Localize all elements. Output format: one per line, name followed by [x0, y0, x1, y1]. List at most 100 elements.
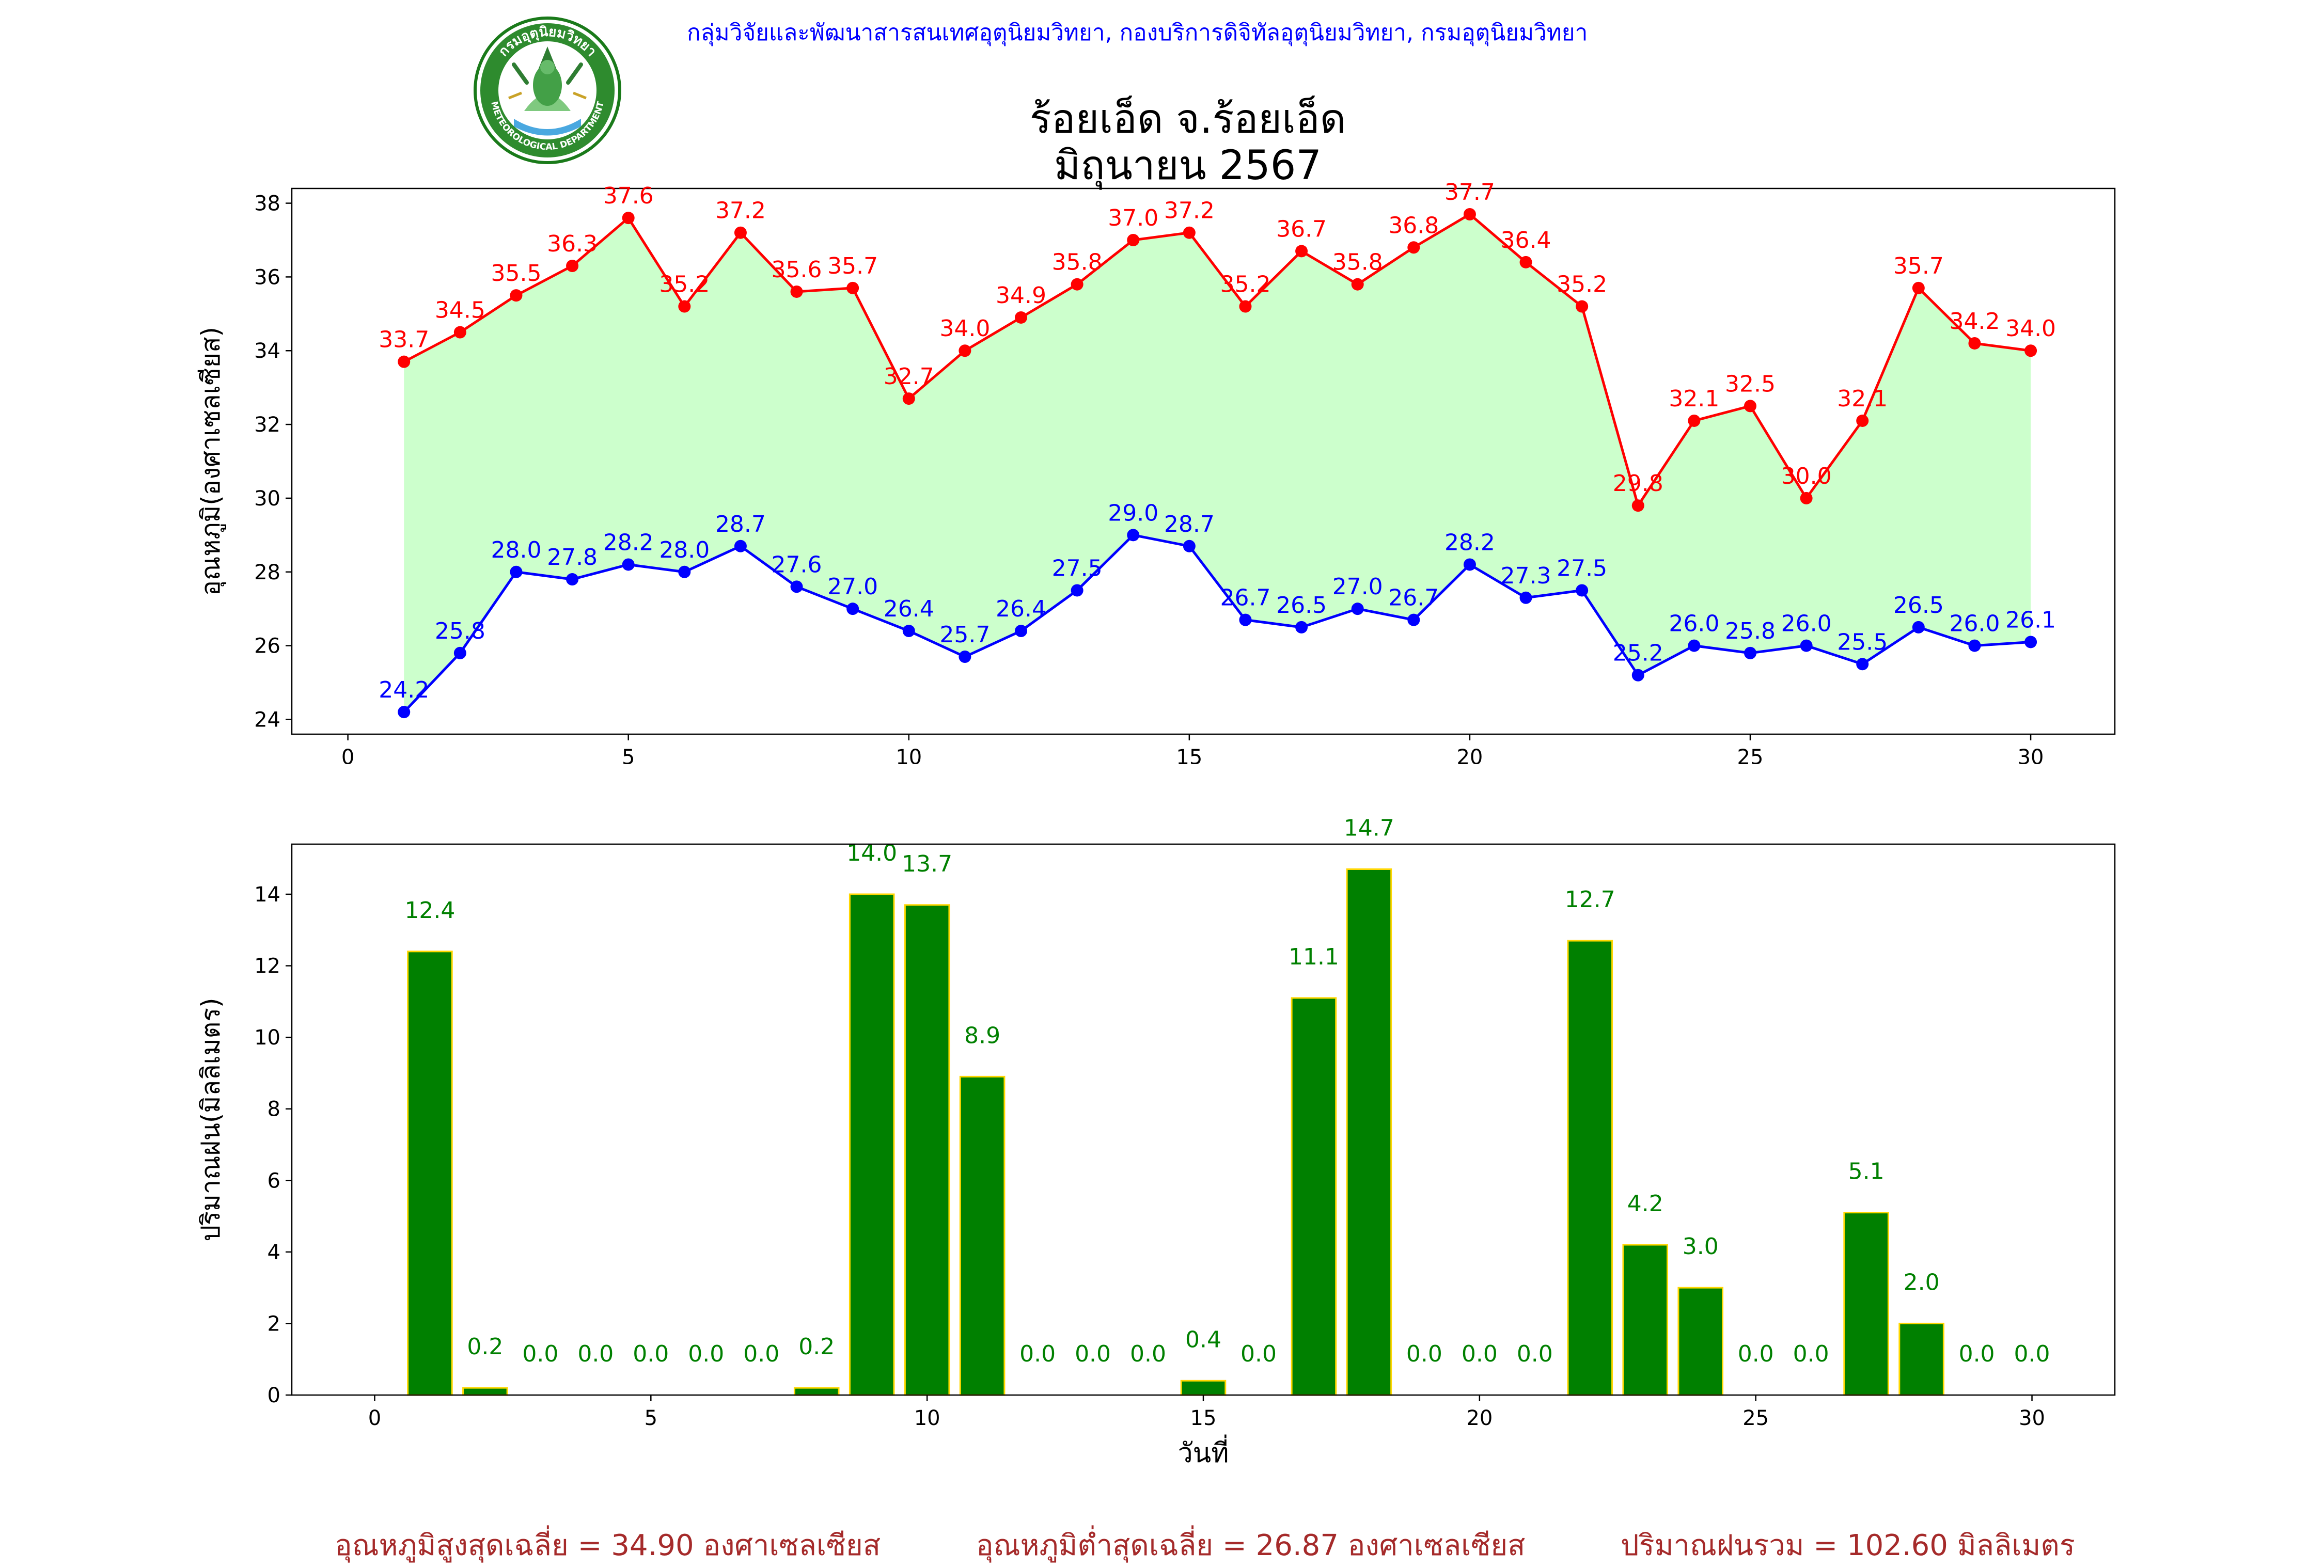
y-tick-label: 24 [254, 708, 280, 732]
rain-bar-label: 2.0 [1904, 1269, 1940, 1295]
max-temperature-point [790, 285, 803, 298]
min-temperature-label: 26.4 [884, 596, 934, 622]
y-axis-label: ปริมาณฝน(มิลลิเมตร) [196, 997, 226, 1241]
min-temperature-label: 26.7 [1388, 585, 1439, 611]
max-temperature-label: 32.7 [884, 363, 934, 390]
max-temperature-label: 35.7 [827, 253, 878, 279]
min-temperature-point [1800, 639, 1813, 652]
min-temperature-label: 27.5 [1052, 555, 1103, 581]
min-temperature-label: 26.7 [1220, 585, 1270, 611]
max-temperature-point [678, 300, 691, 313]
rain-bar-label: 0.0 [1462, 1341, 1498, 1367]
y-tick-label: 12 [254, 955, 280, 978]
max-temperature-point [453, 326, 466, 339]
axes-frame [291, 187, 2116, 735]
rain-bar-label: 0.0 [1738, 1341, 1774, 1367]
rain-bar-label: 0.0 [522, 1341, 558, 1367]
chart-title-month: มิถุนายน 2567 [1054, 142, 1322, 189]
x-tick-label: 15 [1176, 746, 1202, 764]
max-temperature-label: 36.3 [547, 231, 598, 257]
min-temperature-point [1968, 639, 1981, 652]
min-temperature-label: 26.0 [1949, 611, 2000, 637]
rain-bar-label: 0.0 [577, 1341, 614, 1367]
rain-bar-label: 0.0 [1793, 1341, 1829, 1367]
min-temperature-label: 26.5 [1276, 592, 1327, 619]
max-temperature-point [1295, 245, 1308, 258]
min-temperature-point [622, 558, 635, 571]
rain-bar [1622, 1244, 1669, 1396]
max-temperature-point [1800, 492, 1813, 504]
min-temperature-label: 26.4 [996, 596, 1046, 622]
min-temperature-point [1576, 584, 1589, 597]
x-tick-label: 0 [368, 1406, 381, 1430]
max-temperature-point [1856, 414, 1869, 427]
max-temperature-label: 34.9 [996, 282, 1046, 309]
max-temperature-line [403, 212, 2031, 509]
x-tick-label: 30 [2019, 1406, 2045, 1430]
max-temperature-label: 37.2 [715, 198, 766, 224]
min-temperature-label: 27.0 [827, 574, 878, 600]
min-temperature-point [1295, 621, 1308, 633]
min-temperature-point [1463, 558, 1476, 571]
y-tick-label: 2 [268, 1312, 280, 1336]
max-temperature-point [398, 355, 411, 368]
x-tick-label: 30 [2018, 746, 2044, 764]
rain-bar-label: 0.0 [1959, 1341, 1995, 1367]
min-temperature-label: 25.2 [1613, 640, 1663, 667]
max-temperature-point [1183, 226, 1196, 239]
rain-bar-label: 0.0 [688, 1341, 724, 1367]
max-temperature-point [959, 344, 971, 357]
axes-frame [291, 843, 2116, 1396]
y-tick-label: 10 [254, 1026, 280, 1050]
min-temperature-point [1912, 621, 1925, 633]
min-temperature-point [2024, 636, 2037, 648]
min-temperature-label: 29.0 [1108, 500, 1158, 526]
min-temperature-point [1744, 646, 1756, 659]
y-axis-label: อุณหภูมิ(องศาเซลเซียส) [196, 327, 226, 596]
min-temperature-label: 25.8 [1725, 618, 1776, 644]
max-temperature-label: 35.2 [659, 272, 710, 298]
min-temperature-label: 26.0 [1669, 611, 1719, 637]
max-temperature-label: 34.2 [1949, 308, 2000, 335]
min-temperature-point [453, 646, 466, 659]
rain-bar-label: 0.0 [743, 1341, 779, 1367]
min-temperature-label: 26.5 [1893, 592, 1944, 619]
y-tick-label: 34 [254, 339, 280, 363]
max-temperature-point [734, 226, 747, 239]
max-temperature-point [2024, 344, 2037, 357]
rain-bar-label: 0.0 [1517, 1341, 1553, 1367]
max-temperature-point [1239, 300, 1252, 313]
max-temperature-point [846, 281, 859, 294]
max-temperature-label: 29.8 [1613, 470, 1663, 497]
min-temperature-label: 27.0 [1332, 574, 1383, 600]
rain-bar-label: 3.0 [1683, 1233, 1719, 1260]
min-temperature-point [959, 651, 971, 663]
max-temperature-label: 37.6 [603, 183, 654, 209]
y-tick-label: 38 [254, 192, 280, 216]
min-temperature-point [1688, 639, 1701, 652]
max-temperature-point [1407, 241, 1420, 254]
min-temperature-label: 27.3 [1501, 563, 1551, 589]
rain-bar [849, 893, 895, 1396]
min-temperature-point [790, 580, 803, 593]
y-tick-label: 4 [268, 1241, 280, 1264]
footer-min-average: อุณหภูมิต่ำสุดเฉลี่ย = 26.87 องศาเซลเซีย… [976, 1529, 1526, 1562]
max-temperature-point [1463, 208, 1476, 220]
min-temperature-label: 24.2 [379, 677, 429, 703]
min-temperature-point [510, 565, 523, 578]
min-temperature-point [1856, 658, 1869, 671]
min-temperature-label: 25.5 [1837, 629, 1888, 655]
x-axis-label: วันที่ [1177, 1434, 1229, 1469]
max-temperature-label: 35.2 [1557, 272, 1607, 298]
max-temperature-point [1744, 400, 1756, 413]
y-tick-label: 8 [268, 1098, 280, 1121]
min-temperature-label: 28.2 [1444, 529, 1495, 556]
x-tick-label: 25 [1737, 746, 1764, 764]
min-temperature-point [1407, 613, 1420, 626]
x-tick-label: 10 [896, 746, 922, 764]
rain-bar-label: 0.0 [1019, 1341, 1056, 1367]
min-temperature-label: 28.7 [715, 511, 766, 537]
rain-bar [1291, 997, 1337, 1396]
min-temperature-label: 26.1 [2005, 607, 2056, 633]
